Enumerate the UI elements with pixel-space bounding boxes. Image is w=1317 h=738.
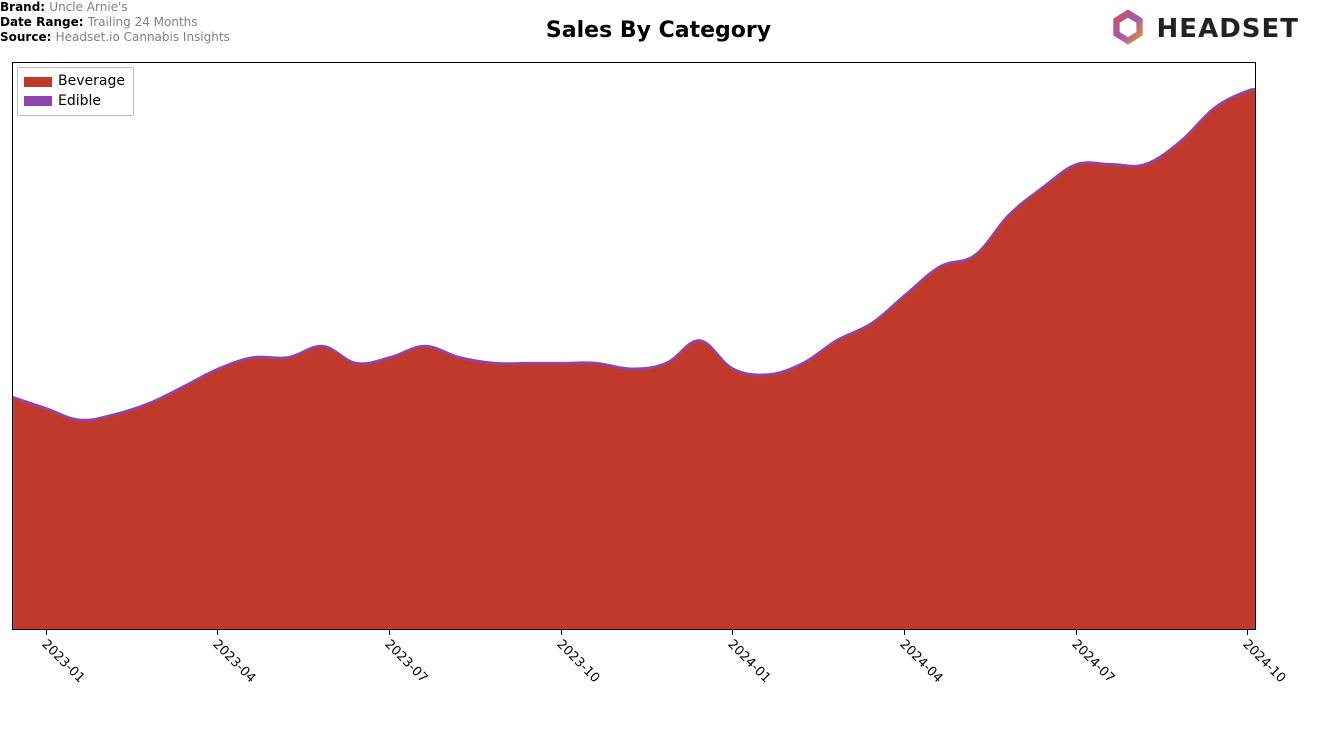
meta-value: Trailing 24 Months [88,15,198,29]
legend-label: Edible [58,92,101,112]
plot-area: BeverageEdible [12,62,1256,630]
x-tick-label: 2023-01 [38,637,87,686]
meta-label: Brand: [0,0,49,14]
x-tick-mark [46,630,47,635]
headset-logo-icon [1107,6,1149,52]
x-tick-mark [732,630,733,635]
legend-label: Beverage [58,72,125,92]
legend-item-edible: Edible [24,92,125,112]
meta-line: Date Range: Trailing 24 Months [0,15,198,29]
x-tick-mark [561,630,562,635]
meta-label: Date Range: [0,15,88,29]
x-tick-label: 2024-04 [896,637,945,686]
x-tick-mark [217,630,218,635]
x-tick-mark [904,630,905,635]
area-beverage [13,90,1256,630]
x-tick-label: 2024-07 [1068,637,1117,686]
legend-swatch [24,96,52,106]
x-tick-label: 2024-01 [725,637,774,686]
x-tick-label: 2023-07 [381,637,430,686]
legend: BeverageEdible [17,67,134,116]
headset-logo: HEADSET [1107,6,1299,52]
x-tick-mark [1247,630,1248,635]
x-tick-mark [1076,630,1077,635]
area-series [13,63,1256,630]
legend-swatch [24,77,52,87]
meta-label: Source: [0,30,56,44]
chart-container: { "title": "Sales By Category", "title_f… [0,0,1317,738]
legend-item-beverage: Beverage [24,72,125,92]
x-tick-label: 2023-04 [210,637,259,686]
meta-value: Headset.io Cannabis Insights [56,30,230,44]
meta-value: Uncle Arnie's [49,0,127,14]
headset-logo-text: HEADSET [1157,14,1299,44]
x-tick-label: 2024-10 [1240,637,1289,686]
meta-line: Brand: Uncle Arnie's [0,0,128,14]
x-tick-label: 2023-10 [553,637,602,686]
meta-line: Source: Headset.io Cannabis Insights [0,30,230,44]
x-tick-mark [389,630,390,635]
